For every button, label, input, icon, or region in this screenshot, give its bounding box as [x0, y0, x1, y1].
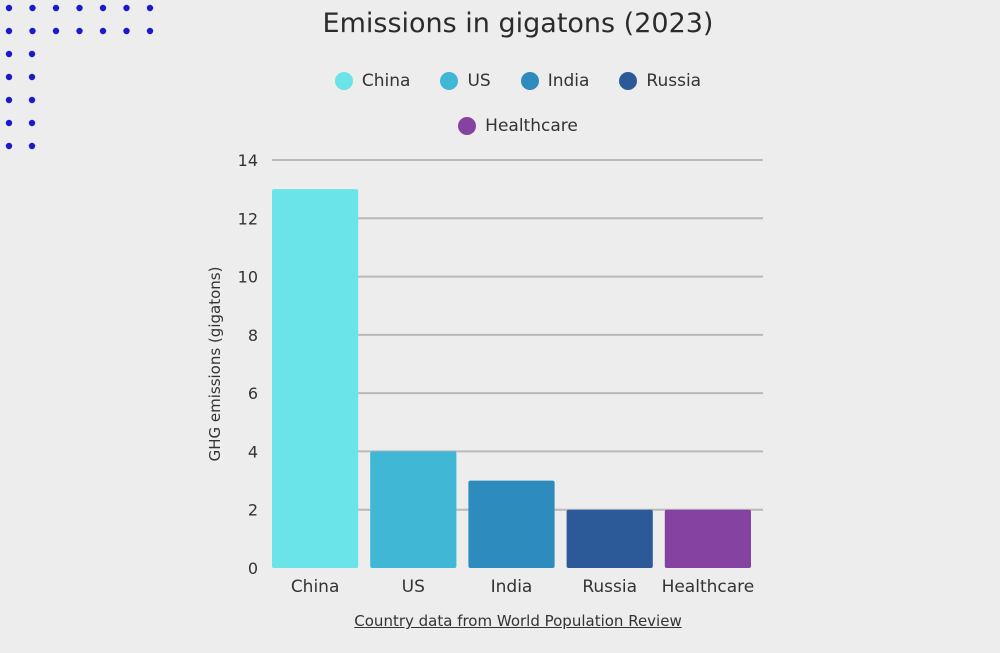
decor-dot: [99, 27, 107, 35]
source-note: Country data from World Population Revie…: [354, 612, 682, 630]
legend-item-china: China: [334, 71, 411, 91]
y-tick-label: 0: [248, 559, 258, 578]
decor-dot: [52, 4, 60, 12]
decor-dot: [146, 4, 154, 12]
y-tick-label: 2: [248, 501, 258, 520]
decor-dot: [76, 4, 83, 12]
decor-dot: [76, 27, 83, 35]
decor-dot: [28, 142, 36, 150]
legend-label-india: India: [547, 71, 590, 91]
legend-item-russia: Russia: [619, 71, 701, 91]
decor-dot: [28, 119, 36, 127]
decor-dot: [5, 50, 13, 58]
y-tick-label: 8: [248, 326, 258, 345]
decor-dot: [146, 27, 154, 35]
x-tick-label: US: [402, 577, 425, 597]
bar-russia: [566, 509, 653, 568]
decor-dot: [29, 27, 36, 35]
decor-dot: [52, 27, 60, 35]
decor-dot: [28, 73, 36, 81]
decor-dot: [5, 27, 13, 35]
legend-swatch-healthcare: [458, 117, 477, 135]
legend-swatch-china: [334, 72, 353, 90]
legend-swatch-russia: [619, 72, 638, 90]
x-tick-label: Healthcare: [662, 577, 755, 597]
decor-dot: [28, 50, 36, 58]
legend-label-us: US: [467, 71, 491, 91]
x-tick-label: Russia: [582, 577, 637, 597]
decor-dot: [5, 142, 13, 150]
legend-row-2: Healthcare: [0, 116, 1000, 136]
y-tick-label: 14: [238, 151, 258, 170]
chart-title: Emissions in gigatons (2023): [322, 8, 714, 39]
decor-dot: [99, 4, 107, 12]
bar-us: [370, 451, 457, 568]
bar-china: [272, 189, 359, 568]
legend-label-healthcare: Healthcare: [485, 116, 578, 136]
decor-dot: [5, 96, 13, 104]
legend: China US India Russia: [0, 71, 1000, 91]
legend-item-us: US: [440, 71, 491, 91]
decor-dot: [29, 4, 36, 12]
y-tick-label: 6: [248, 384, 258, 403]
x-tick-label: China: [291, 577, 340, 597]
decor-dot: [5, 4, 13, 12]
dot-pattern-decoration: [5, 4, 154, 150]
decor-dot: [28, 96, 36, 104]
y-tick-label: 12: [238, 209, 258, 228]
legend-item-healthcare: Healthcare: [458, 116, 578, 136]
decor-dot: [123, 27, 130, 35]
bar-india: [468, 480, 555, 568]
legend-label-china: China: [361, 71, 411, 91]
legend-swatch-india: [520, 72, 539, 90]
decor-dot: [5, 73, 13, 81]
decor-dot: [123, 4, 130, 12]
bar-healthcare: [664, 509, 751, 568]
legend-label-russia: Russia: [646, 71, 702, 91]
x-tick-label: India: [491, 577, 533, 597]
legend-item-india: India: [520, 71, 590, 91]
y-axis-label: GHG emissions (gigatons): [206, 267, 224, 462]
decor-dot: [5, 119, 13, 127]
legend-swatch-us: [440, 72, 459, 90]
y-tick-label: 10: [238, 268, 258, 287]
y-tick-label: 4: [248, 442, 258, 461]
